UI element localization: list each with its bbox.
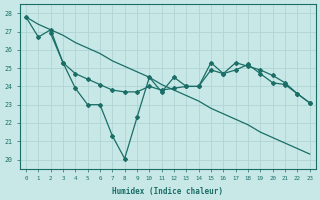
X-axis label: Humidex (Indice chaleur): Humidex (Indice chaleur)	[112, 187, 223, 196]
